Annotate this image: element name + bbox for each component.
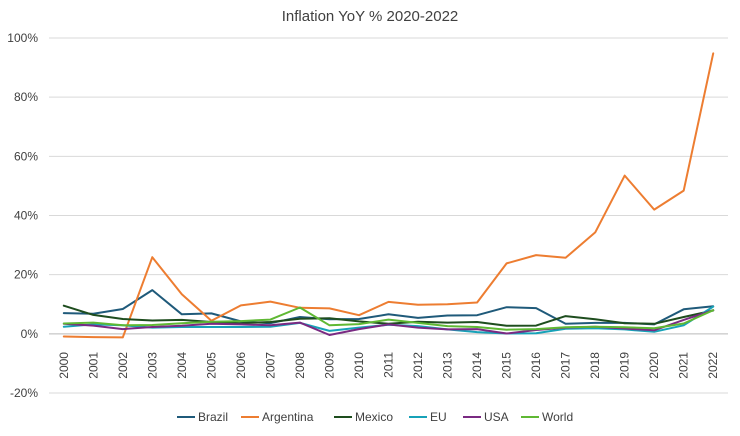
x-tick-label: 2004 (175, 352, 189, 379)
x-tick-label: 2009 (322, 352, 336, 379)
series-lines (62, 52, 715, 339)
y-tick-label: -20% (10, 386, 38, 400)
series-line-world (62, 306, 715, 331)
series-line-brazil (62, 289, 715, 326)
x-tick-label: 2019 (618, 352, 632, 379)
x-tick-label: 2015 (500, 352, 514, 379)
y-tick-label: 60% (14, 149, 38, 163)
x-tick-label: 2003 (145, 352, 159, 379)
y-tick-label: 20% (14, 268, 38, 282)
y-tick-label: 40% (14, 209, 38, 223)
x-tick-label: 2002 (116, 352, 130, 379)
x-axis: 2000 2001 2002 2003 2004 2005 2006 2007 2008 2009… (49, 333, 728, 379)
x-tick-label: 2022 (706, 352, 720, 379)
x-tick-label: 2016 (529, 352, 543, 379)
legend-label-brazil: Brazil (198, 410, 228, 424)
y-tick-label: 0% (21, 327, 39, 341)
x-tick-label: 2013 (441, 352, 455, 379)
x-tick-label: 2018 (588, 352, 602, 379)
x-tick-label: 2000 (57, 352, 71, 379)
chart-title: Inflation YoY % 2020-2022 (282, 8, 459, 25)
x-tick-label: 2007 (263, 352, 277, 379)
series-line-argentina (62, 52, 715, 339)
x-tick-label: 2006 (234, 352, 248, 379)
x-tick-label: 2008 (293, 352, 307, 379)
legend: Brazil Argentina Mexico EU USA World (177, 410, 573, 424)
legend-label-usa: USA (484, 410, 509, 424)
x-tick-label: 2011 (382, 352, 396, 378)
x-tick-label: 2021 (677, 352, 691, 379)
x-tick-label: 2014 (470, 352, 484, 379)
x-tick-label: 2010 (352, 352, 366, 379)
x-tick-label: 2012 (411, 352, 425, 379)
x-tick-label: 2017 (559, 352, 573, 379)
y-tick-label: 80% (14, 90, 38, 104)
legend-label-world: World (542, 410, 573, 424)
x-tick-label: 2001 (86, 352, 100, 379)
legend-label-eu: EU (430, 410, 447, 424)
y-axis: -20% 0% 20% 40% 60% 80% 100% (7, 31, 38, 400)
series-line-mexico (62, 304, 715, 327)
gridlines (49, 37, 728, 394)
x-tick-label: 2005 (204, 352, 218, 379)
legend-label-argentina: Argentina (262, 410, 314, 424)
x-tick-label: 2020 (647, 352, 661, 379)
y-tick-label: 100% (7, 31, 38, 45)
legend-label-mexico: Mexico (355, 410, 393, 424)
